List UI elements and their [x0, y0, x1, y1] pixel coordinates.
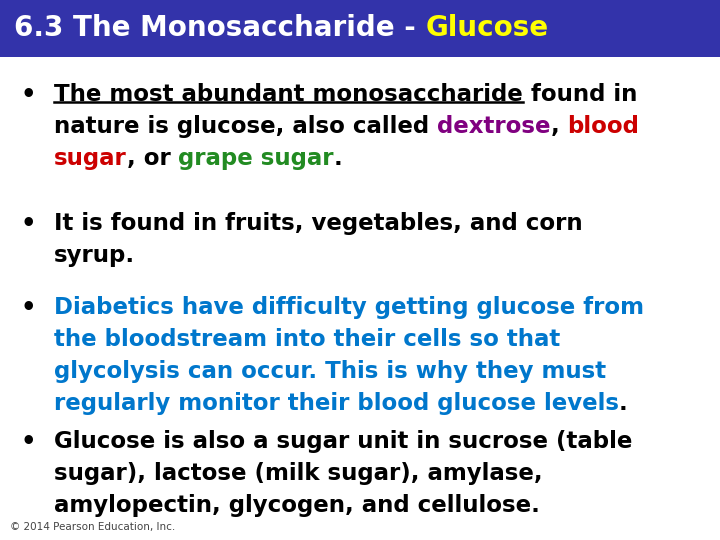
Text: regularly monitor their blood glucose levels: regularly monitor their blood glucose le…	[54, 392, 619, 415]
Text: Diabetics have difficulty getting glucose from: Diabetics have difficulty getting glucos…	[54, 296, 644, 319]
Text: •: •	[20, 296, 36, 320]
Text: 6.3 The Monosaccharide -: 6.3 The Monosaccharide -	[14, 15, 426, 42]
Text: dextrose: dextrose	[437, 115, 551, 138]
Text: blood: blood	[567, 115, 639, 138]
Text: Glucose is also a sugar unit in sucrose (table: Glucose is also a sugar unit in sucrose …	[54, 430, 632, 453]
Text: •: •	[20, 83, 36, 107]
Text: sugar), lactose (milk sugar), amylase,: sugar), lactose (milk sugar), amylase,	[54, 462, 543, 485]
Text: amylopectin, glycogen, and cellulose.: amylopectin, glycogen, and cellulose.	[54, 494, 540, 517]
Text: , or: , or	[127, 147, 179, 170]
Text: nature is glucose, also called: nature is glucose, also called	[54, 115, 437, 138]
Text: sugar: sugar	[54, 147, 127, 170]
Text: .: .	[334, 147, 343, 170]
Text: © 2014 Pearson Education, Inc.: © 2014 Pearson Education, Inc.	[10, 522, 175, 532]
Text: syrup.: syrup.	[54, 244, 135, 267]
Text: .: .	[619, 392, 628, 415]
Text: found in: found in	[523, 83, 637, 106]
Text: glycolysis can occur. This is why they must: glycolysis can occur. This is why they m…	[54, 360, 606, 383]
Text: the bloodstream into their cells so that: the bloodstream into their cells so that	[54, 328, 560, 351]
Text: •: •	[20, 212, 36, 236]
Bar	[0, 0, 720, 57]
Text: The most abundant monosaccharide: The most abundant monosaccharide	[54, 83, 523, 106]
Text: ,: ,	[551, 115, 567, 138]
Text: It is found in fruits, vegetables, and corn: It is found in fruits, vegetables, and c…	[54, 212, 582, 235]
Text: •: •	[20, 430, 36, 454]
Text: grape sugar: grape sugar	[179, 147, 334, 170]
Text: Glucose: Glucose	[426, 15, 549, 42]
